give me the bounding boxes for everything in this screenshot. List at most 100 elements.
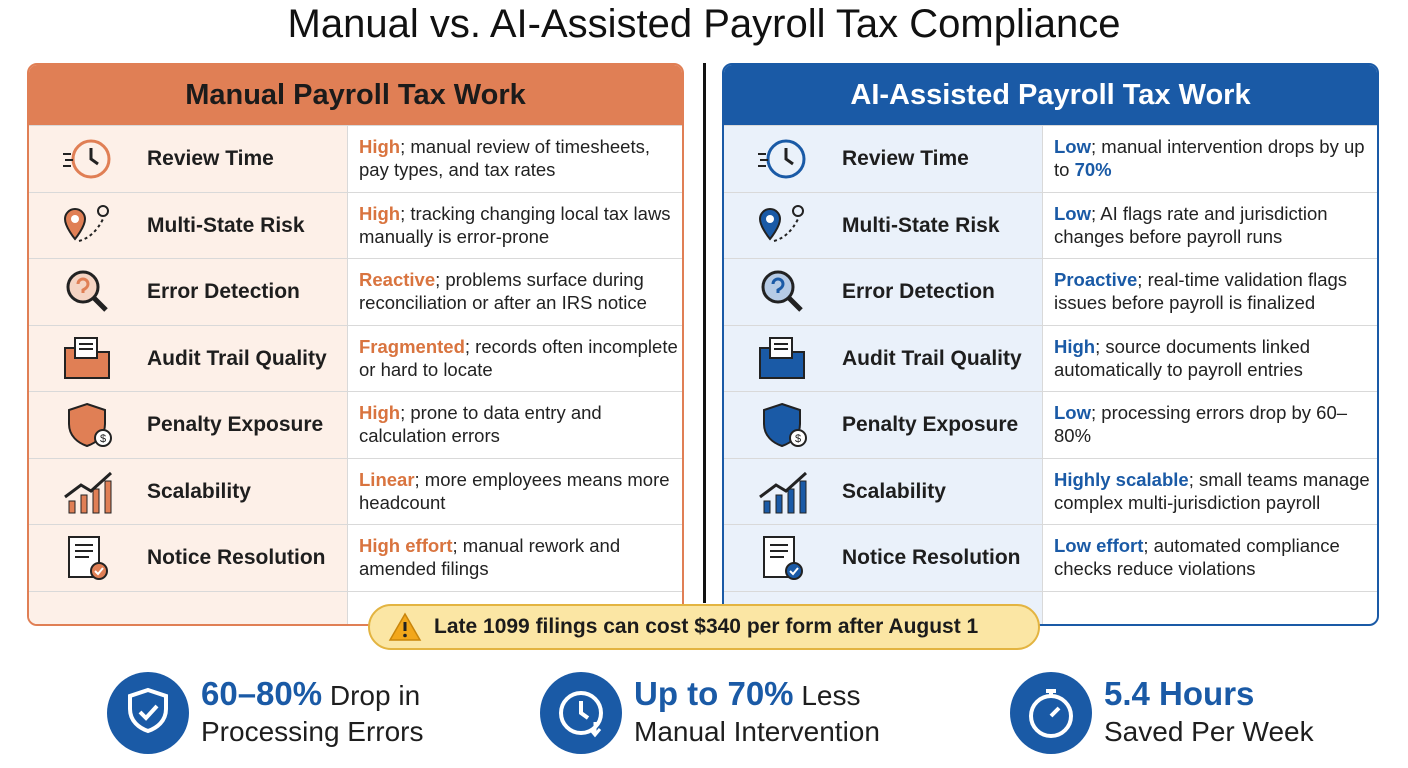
stat-headline: 60–80% <box>201 675 323 712</box>
svg-text:$: $ <box>100 433 106 445</box>
stat-headline: 5.4 Hours <box>1104 675 1255 712</box>
description-segment: ; small teams manage complex multi-juris… <box>1054 468 1370 513</box>
panel: Manual Payroll Tax Work Review Time High; … <box>27 63 684 626</box>
row-icon <box>754 533 814 583</box>
icon <box>758 204 804 242</box>
comparison-row: $ Penalty Exposure Low; processing errors … <box>724 391 1377 458</box>
stat-icon <box>107 672 189 754</box>
comparison-row: Error Detection Reactive; problems surfac… <box>29 258 682 325</box>
row-label: Notice Resolution <box>147 546 326 569</box>
description-segment: ; processing errors drop by 60–80% <box>1054 402 1348 446</box>
description-segment: Linear <box>359 468 415 490</box>
comparison-row: Multi-State Risk High; tracking changing … <box>29 191 682 259</box>
description-segment: High effort <box>359 535 453 556</box>
row-icon <box>754 267 814 317</box>
description-segment: Reactive <box>359 269 436 290</box>
row-description: Highly scalable; small teams manage comp… <box>1054 468 1376 514</box>
description-segment: Low <box>1054 136 1091 157</box>
icon: $ <box>763 402 807 448</box>
separator <box>347 325 348 392</box>
row-label: Review Time <box>147 147 274 170</box>
description-segment: ; prone to data entry and calculation er… <box>359 402 602 446</box>
stat-headline: Up to 70% <box>634 675 794 712</box>
warning-icon <box>388 612 422 641</box>
separator <box>1042 126 1043 192</box>
row-icon <box>754 134 814 184</box>
icon <box>64 336 110 379</box>
stat-icon <box>540 672 622 754</box>
stat-line: Up to 70% Less <box>634 676 880 714</box>
row-icon <box>59 334 119 384</box>
row-description: High; prone to data entry and calculatio… <box>359 401 681 447</box>
comparison-row: Scalability Highly scalable; small teams … <box>724 457 1377 525</box>
row-icon <box>59 467 119 517</box>
comparison-row: Audit Trail Quality Fragmented; records o… <box>29 324 682 392</box>
separator <box>347 259 348 325</box>
description-segment: 70% <box>1074 159 1112 180</box>
description-segment: ; records often incomplete or hard to lo… <box>359 335 678 380</box>
comparison-row: Scalability Linear; more employees means … <box>29 457 682 525</box>
empty-row <box>29 590 682 624</box>
comparison-row: Multi-State Risk Low; AI flags rate and j… <box>724 191 1377 259</box>
stat-text: 5.4 Hours Saved Per Week <box>1104 676 1314 750</box>
row-label: Audit Trail Quality <box>842 346 1022 370</box>
description-segment: ; manual intervention drops by up to <box>1054 136 1365 180</box>
separator <box>1042 458 1043 525</box>
icon <box>64 471 113 513</box>
description-segment: High <box>1054 335 1096 357</box>
comparison-row: $ Penalty Exposure High; prone to data ent… <box>29 391 682 458</box>
description-segment: High <box>359 136 401 157</box>
separator <box>347 458 348 525</box>
description-segment: ; real-time validation flags issues befo… <box>1054 269 1348 313</box>
stat-headline-rest: Less <box>801 680 861 711</box>
description-segment: ; automated compliance checks reduce vio… <box>1054 535 1340 579</box>
separator <box>347 392 348 458</box>
row-icon <box>59 134 119 184</box>
separator <box>1042 192 1043 259</box>
svg-text:$: $ <box>795 433 801 445</box>
comparison-row: Review Time High; manual review of timesh… <box>29 125 682 192</box>
row-icon <box>754 334 814 384</box>
icon <box>63 204 109 242</box>
panel: AI-Assisted Payroll Tax Work Review Time L… <box>722 63 1379 626</box>
icon <box>68 536 108 580</box>
row-label: Error Detection <box>147 280 300 303</box>
row-label: Scalability <box>147 479 251 503</box>
description-segment: ; AI flags rate and jurisdiction changes… <box>1054 202 1328 247</box>
row-description: Low effort; automated compliance checks … <box>1054 534 1376 580</box>
row-description: High effort; manual rework and amended f… <box>359 534 681 580</box>
row-label: Multi-State Risk <box>842 213 1000 237</box>
row-description: High; manual review of timesheets, pay t… <box>359 135 681 181</box>
separator <box>347 126 348 192</box>
description-segment: Highly scalable <box>1054 468 1189 490</box>
comparison-row: Notice Resolution High effort; manual rew… <box>29 524 682 591</box>
alert-banner: Late 1099 filings can cost $340 per form… <box>368 604 1040 650</box>
row-label: Penalty Exposure <box>842 413 1019 436</box>
stat-text: Up to 70% Less Manual Intervention <box>634 676 880 750</box>
row-icon <box>59 267 119 317</box>
row-icon <box>754 467 814 517</box>
separator <box>1042 325 1043 392</box>
description-segment: Low effort <box>1054 535 1144 556</box>
stat-headline-rest: Drop in <box>329 680 421 711</box>
row-description: Proactive; real-time validation flags is… <box>1054 268 1376 314</box>
separator <box>1042 392 1043 458</box>
row-icon: $ <box>754 400 814 450</box>
description-segment: ; source documents linked automatically … <box>1054 335 1311 380</box>
description-segment: High <box>359 202 401 224</box>
icon <box>759 471 808 513</box>
row-description: High; source documents linked automatica… <box>1054 335 1376 381</box>
separator <box>347 591 348 624</box>
separator <box>1042 591 1043 624</box>
row-description: Linear; more employees means more headco… <box>359 468 681 514</box>
description-segment: ; tracking changing local tax laws manua… <box>359 202 671 247</box>
row-description: Low; AI flags rate and jurisdiction chan… <box>1054 202 1376 248</box>
stat-line: 5.4 Hours <box>1104 676 1314 714</box>
row-description: Fragmented; records often incomplete or … <box>359 335 681 381</box>
description-segment: ; manual rework and amended filings <box>359 535 621 579</box>
row-description: Low; manual intervention drops by up to … <box>1054 135 1376 181</box>
separator <box>1042 259 1043 325</box>
comparison-row: Review Time Low; manual intervention drop… <box>724 125 1377 192</box>
stat-glyph <box>128 687 168 734</box>
row-icon <box>59 201 119 251</box>
